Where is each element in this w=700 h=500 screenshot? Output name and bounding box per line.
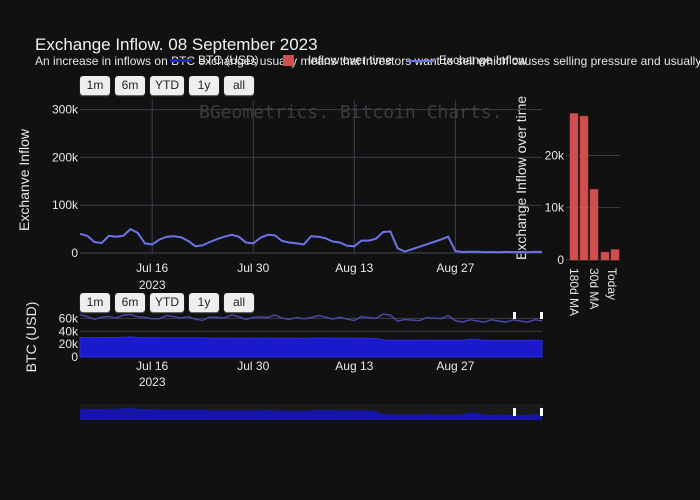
- bar-category-label: 30d MA: [587, 268, 601, 309]
- range-button-top-ytd[interactable]: YTD: [150, 76, 184, 95]
- legend-item-exchange-inflow[interactable]: Exchange Inflow: [408, 53, 527, 67]
- btc-x-tick-year-label: 2023: [139, 375, 166, 389]
- inflow-bar: [589, 189, 599, 261]
- legend-label-exchange-inflow: Exchange Inflow: [439, 53, 528, 67]
- range-button-btc-6m[interactable]: 6m: [115, 293, 145, 312]
- range-handle-left: [513, 312, 516, 319]
- btc-y-tick-label: 0: [71, 350, 78, 364]
- range-slider-area: [80, 407, 542, 420]
- y-tick-label: 0: [71, 246, 78, 260]
- range-button-top-1y[interactable]: 1y: [189, 76, 219, 95]
- bar-category-label: 180d MA: [567, 268, 581, 316]
- x-tick-label: Aug 13: [335, 261, 373, 275]
- btc-x-tick-label: Aug 13: [335, 359, 373, 373]
- inflow-bar: [579, 115, 589, 261]
- legend-item-inflow-over-time[interactable]: Inflow over time: [283, 53, 392, 67]
- slider-handle-left: [513, 408, 516, 416]
- bar-category-label: Today: [605, 268, 619, 300]
- range-button-top-6m[interactable]: 6m: [115, 76, 145, 95]
- x-tick-label: Jul 16: [136, 261, 168, 275]
- x-tick-label: Jul 30: [237, 261, 269, 275]
- slider-handle-right: [540, 408, 543, 416]
- watermark: BGeometrics. Bitcoin Charts.: [199, 102, 503, 123]
- legend-swatch-exchange-inflow: [408, 59, 434, 62]
- x-tick-year-label: 2023: [139, 278, 166, 292]
- legend-label-inflow-over-time: Inflow over time: [308, 53, 393, 67]
- range-handle-right: [540, 312, 543, 319]
- y-tick-label: 300k: [52, 103, 79, 117]
- legend-swatch-btc: [170, 59, 192, 63]
- inflow-trace: [79, 313, 543, 323]
- range-button-top-all[interactable]: all: [224, 76, 254, 95]
- y-tick-label: 200k: [52, 150, 79, 164]
- btc-y-tick-label: 60k: [59, 311, 79, 325]
- range-button-top-1m[interactable]: 1m: [80, 76, 110, 95]
- btc-y-tick-label: 40k: [59, 324, 79, 338]
- btc-x-tick-label: Jul 16: [136, 359, 168, 373]
- legend-item-btc[interactable]: BTC (USD): [170, 53, 259, 67]
- range-button-btc-ytd[interactable]: YTD: [150, 293, 184, 312]
- inflow-bar: [569, 113, 579, 261]
- bar-y-tick-label: 20k: [545, 148, 565, 162]
- range-button-btc-1m[interactable]: 1m: [80, 293, 110, 312]
- btc-x-tick-label: Jul 30: [237, 359, 269, 373]
- y-tick-label: 100k: [52, 198, 79, 212]
- inflow-bar: [600, 251, 610, 261]
- bar-y-tick-label: 0: [557, 253, 564, 267]
- range-button-btc-1y[interactable]: 1y: [189, 293, 219, 312]
- chart-subtitle: An increase in inflows on BTC exchanges …: [35, 54, 700, 68]
- btc-y-tick-label: 20k: [59, 337, 79, 351]
- x-tick-label: Aug 27: [436, 261, 474, 275]
- inflow-bar: [610, 249, 620, 261]
- chart-title: Exchange Inflow. 08 September 2023: [35, 35, 318, 54]
- legend-swatch-inflow-over-time: [283, 55, 294, 67]
- range-button-btc-all[interactable]: all: [224, 293, 254, 312]
- btc-area: [79, 336, 543, 358]
- exchange-inflow-line: [79, 227, 543, 254]
- legend-label-btc: BTC (USD): [198, 53, 259, 67]
- btc-x-tick-label: Aug 27: [436, 359, 474, 373]
- bar-y-tick-label: 10k: [545, 201, 565, 215]
